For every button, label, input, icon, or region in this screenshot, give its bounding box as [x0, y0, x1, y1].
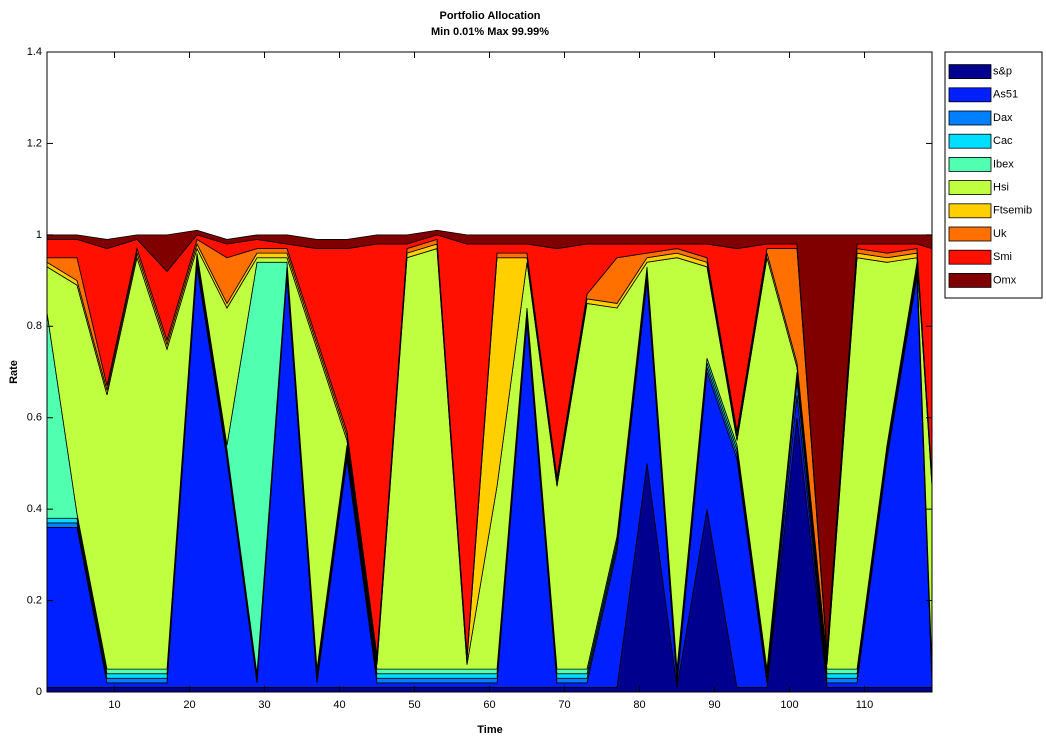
legend-label: Hsi: [993, 182, 1009, 194]
x-tick-label: 60: [483, 699, 495, 711]
legend-swatch: [948, 272, 992, 288]
legend-label: Ftsemib: [993, 205, 1032, 217]
x-tick-label: 100: [780, 699, 798, 711]
legend-swatch: [948, 87, 992, 103]
x-tick-label: 110: [856, 699, 874, 711]
chart-title: Portfolio Allocation: [439, 10, 540, 22]
legend-swatch: [948, 64, 992, 79]
x-tick-label: 80: [633, 699, 645, 711]
x-tick-label: 10: [108, 699, 120, 711]
legend-label: Ibex: [993, 158, 1014, 170]
legend-swatch: [948, 226, 992, 242]
legend-swatch: [948, 156, 992, 172]
y-tick-label: 0.2: [27, 594, 42, 606]
legend-swatch: [948, 133, 992, 149]
legend-swatch: [948, 110, 992, 126]
legend-label: Dax: [993, 112, 1013, 124]
legend-label: Uk: [993, 228, 1007, 240]
y-tick-label: 0.6: [27, 412, 42, 424]
chart-subtitle: Min 0.01% Max 99.99%: [431, 26, 549, 38]
legend-label: Smi: [993, 251, 1012, 263]
x-tick-label: 20: [183, 699, 195, 711]
x-tick-label: 40: [333, 699, 345, 711]
legend-swatch: [948, 203, 992, 219]
x-tick-label: 50: [408, 699, 420, 711]
y-tick-label: 1: [36, 229, 42, 241]
y-tick-label: 0.4: [27, 503, 42, 515]
y-tick-label: 1.2: [27, 137, 42, 149]
legend-label: As51: [993, 89, 1018, 101]
y-tick-label: 1.4: [27, 46, 42, 58]
legend-label: s&p: [993, 66, 1012, 78]
x-axis-label: Time: [477, 724, 502, 736]
x-tick-label: 70: [558, 699, 570, 711]
x-tick-label: 90: [708, 699, 720, 711]
legend-label: Omx: [993, 274, 1017, 286]
legend-swatch: [948, 249, 992, 265]
legend-label: Cac: [993, 135, 1013, 147]
legend-swatch: [948, 180, 992, 196]
y-tick-label: 0: [36, 686, 42, 698]
x-tick-label: 30: [258, 699, 270, 711]
y-tick-label: 0.8: [27, 320, 42, 332]
y-axis-label: Rate: [8, 360, 20, 384]
